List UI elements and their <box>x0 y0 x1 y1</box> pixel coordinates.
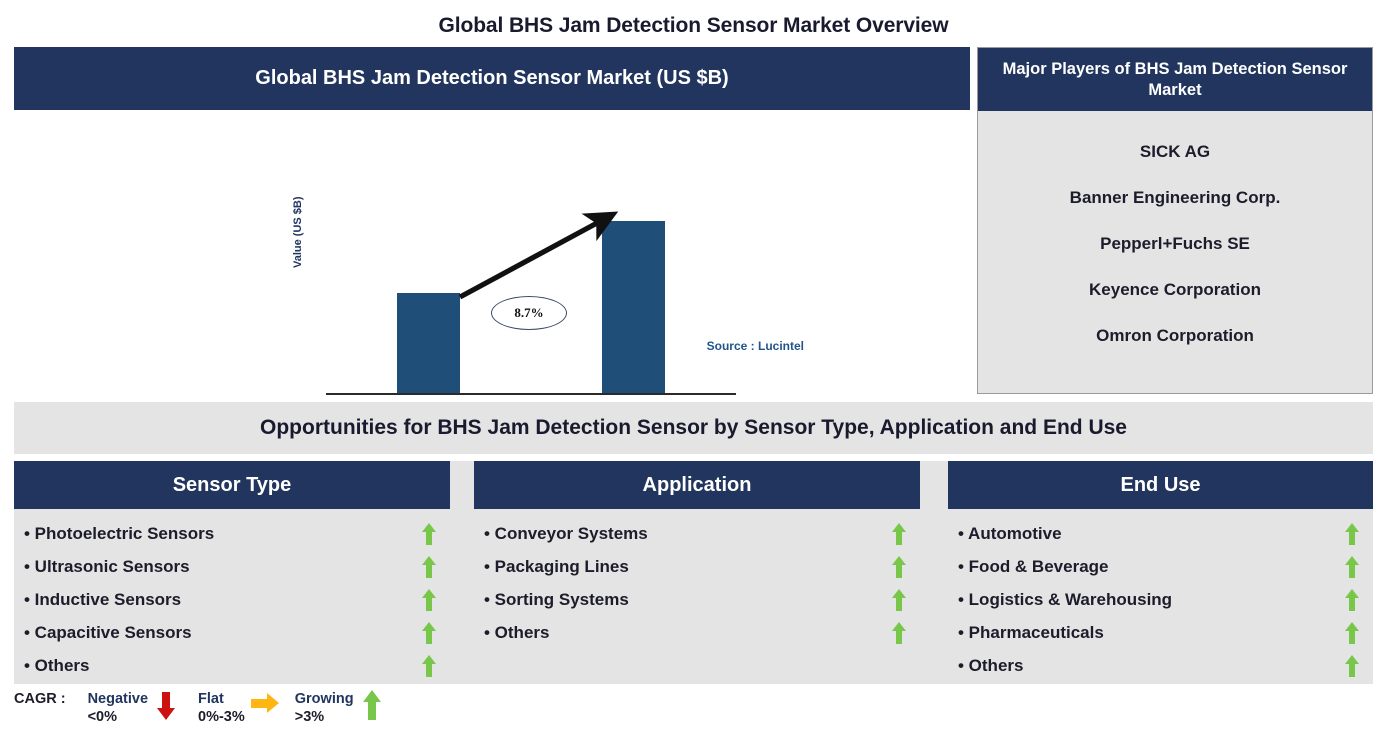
list-item: • Pharmaceuticals <box>948 616 1373 649</box>
column-header-end-use: End Use <box>948 461 1373 509</box>
cagr-legend-flat-label: Flat <box>198 691 224 707</box>
cagr-legend-negative-label: Negative <box>87 691 149 707</box>
cagr-legend-growing-range: >3% <box>294 709 325 726</box>
list-item: • Capacitive Sensors <box>14 616 450 649</box>
column-end-use: End Use • Automotive • Food & Beverage •… <box>934 461 1373 684</box>
list-item: Omron Corporation <box>1096 326 1254 345</box>
major-players-card: Major Players of BHS Jam Detection Senso… <box>977 47 1373 394</box>
chart-source-label: Source : Lucintel <box>706 339 804 353</box>
chart-x-axis-line <box>326 393 736 395</box>
list-item-label: • Logistics & Warehousing <box>958 589 1173 609</box>
chart-y-axis-label: Value (US $B) <box>292 196 304 268</box>
list-item: • Inductive Sensors <box>14 583 450 616</box>
cagr-legend-flat-range: 0%-3% <box>198 709 245 726</box>
major-players-title: Major Players of BHS Jam Detection Senso… <box>978 48 1372 111</box>
list-item-label: • Photoelectric Sensors <box>24 523 215 543</box>
column-items-sensor-type: • Photoelectric Sensors • Ultrasonic Sen… <box>14 509 450 682</box>
arrow-up-green-icon <box>892 555 906 578</box>
list-item-label: • Packaging Lines <box>484 556 629 576</box>
list-item: • Others <box>948 649 1373 682</box>
market-chart-card: Global BHS Jam Detection Sensor Market (… <box>14 47 970 419</box>
arrow-up-green-icon <box>1345 522 1359 545</box>
list-item-label: • Conveyor Systems <box>484 523 648 543</box>
list-item: Banner Engineering Corp. <box>1069 188 1281 207</box>
list-item-label: • Automotive <box>958 523 1062 543</box>
column-items-application: • Conveyor Systems • Packaging Lines • S… <box>474 509 920 649</box>
list-item: • Ultrasonic Sensors <box>14 550 450 583</box>
column-sensor-type: Sensor Type • Photoelectric Sensors • Ul… <box>14 461 460 684</box>
list-item-label: • Others <box>484 622 550 642</box>
list-item: • Sorting Systems <box>474 583 920 616</box>
arrow-up-green-icon <box>422 621 436 644</box>
list-item: • Logistics & Warehousing <box>948 583 1373 616</box>
list-item-label: • Capacitive Sensors <box>24 622 192 642</box>
arrow-up-green-icon <box>892 588 906 611</box>
cagr-legend-entry-growing: Growing >3% <box>295 690 396 726</box>
list-item: • Others <box>474 616 920 649</box>
list-item: • Automotive <box>948 517 1373 550</box>
arrow-up-green-icon <box>422 654 436 677</box>
column-application: Application • Conveyor Systems • Packagi… <box>460 461 934 684</box>
cagr-legend-title: CAGR : <box>14 691 66 707</box>
column-header-application: Application <box>474 461 920 509</box>
cagr-legend-entry-negative: Negative <0% <box>88 690 190 726</box>
arrow-up-green-icon <box>1345 588 1359 611</box>
arrow-up-green-icon <box>360 690 386 724</box>
cagr-growth-arrow-icon <box>458 211 619 300</box>
list-item: • Food & Beverage <box>948 550 1373 583</box>
list-item-label: • Inductive Sensors <box>24 589 182 609</box>
list-item: • Conveyor Systems <box>474 517 920 550</box>
chart-plot-area: Value (US $B) 2025 2031 8.7% Source : Lu… <box>14 110 970 419</box>
list-item: • Photoelectric Sensors <box>14 517 450 550</box>
arrow-up-green-icon <box>1345 555 1359 578</box>
major-players-list: SICK AG Banner Engineering Corp. Pepperl… <box>978 111 1372 369</box>
list-item-label: • Food & Beverage <box>958 556 1109 576</box>
list-item-label: • Ultrasonic Sensors <box>24 556 190 576</box>
arrow-down-red-icon <box>154 690 180 724</box>
cagr-legend: CAGR : Negative <0% Flat 0%-3% Growing >… <box>14 690 404 738</box>
list-item-label: • Others <box>958 655 1024 675</box>
arrow-up-green-icon <box>422 588 436 611</box>
cagr-legend-entry-flat: Flat 0%-3% <box>198 690 287 726</box>
column-header-sensor-type: Sensor Type <box>14 461 450 509</box>
opportunities-banner-title: Opportunities for BHS Jam Detection Sens… <box>14 402 1373 454</box>
arrow-up-green-icon <box>1345 621 1359 644</box>
arrow-up-green-icon <box>892 522 906 545</box>
arrow-up-green-icon <box>1345 654 1359 677</box>
bar-2025 <box>397 293 460 393</box>
arrow-up-green-icon <box>892 621 906 644</box>
arrow-up-green-icon <box>422 522 436 545</box>
list-item: Keyence Corporation <box>1089 280 1261 299</box>
cagr-legend-growing-label: Growing <box>294 691 354 707</box>
page-title: Global BHS Jam Detection Sensor Market O… <box>438 14 949 37</box>
cagr-legend-negative-text: Negative <0% <box>88 690 148 726</box>
list-item-label: • Others <box>24 655 90 675</box>
arrow-up-green-icon <box>422 555 436 578</box>
cagr-legend-negative-range: <0% <box>87 709 117 726</box>
list-item-label: • Sorting Systems <box>484 589 629 609</box>
list-item: Pepperl+Fuchs SE <box>1100 234 1250 253</box>
cagr-value-callout: 8.7% <box>491 296 567 330</box>
cagr-legend-growing-text: Growing >3% <box>295 690 354 726</box>
list-item: • Packaging Lines <box>474 550 920 583</box>
chart-card-title: Global BHS Jam Detection Sensor Market (… <box>14 47 970 110</box>
bar-2031 <box>602 221 665 393</box>
list-item: SICK AG <box>1139 142 1211 161</box>
column-items-end-use: • Automotive • Food & Beverage • Logisti… <box>948 509 1373 682</box>
opportunities-columns: Sensor Type • Photoelectric Sensors • Ul… <box>14 461 1373 684</box>
list-item: • Others <box>14 649 450 682</box>
list-item-label: • Pharmaceuticals <box>958 622 1104 642</box>
cagr-legend-flat-text: Flat 0%-3% <box>198 690 245 726</box>
arrow-right-yellow-icon <box>250 690 279 724</box>
